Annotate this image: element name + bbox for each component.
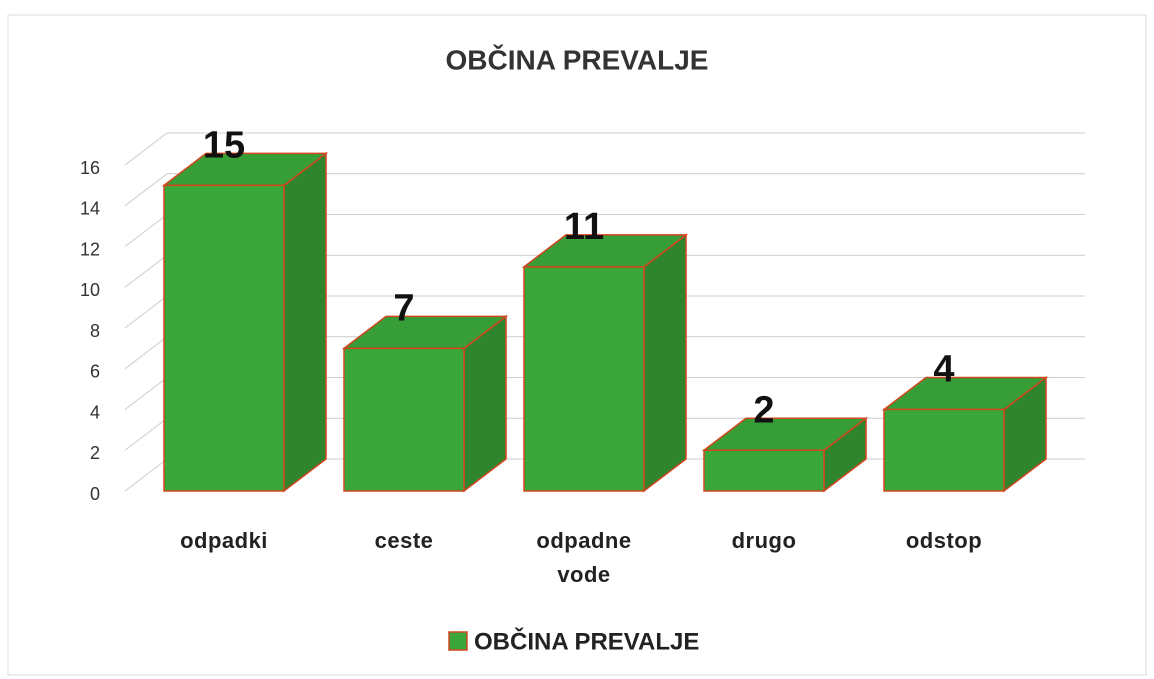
bar [883, 408, 1005, 492]
data-label: 7 [393, 287, 414, 329]
y-tick-label: 6 [90, 362, 100, 382]
x-tick-label: drugo [731, 528, 797, 553]
x-tick-label: odpadki [180, 528, 268, 553]
bar [703, 449, 825, 492]
x-tick-label: ceste [374, 528, 434, 553]
y-tick-label: 12 [80, 239, 100, 259]
data-label: 15 [203, 124, 245, 166]
legend-label: OBČINA PREVALJE [474, 627, 699, 655]
grid-line [124, 336, 168, 370]
grid-line [124, 295, 168, 329]
grid-line [124, 214, 168, 247]
frame [7, 14, 1147, 676]
grid-line [124, 377, 168, 410]
grid-line [124, 458, 168, 492]
x-tick-label: odstop [905, 528, 983, 553]
y-tick-label: 10 [80, 280, 100, 300]
bar [523, 266, 645, 492]
bar [343, 347, 465, 492]
grid-line [124, 132, 168, 166]
grid-line [124, 254, 168, 288]
grid-line [124, 417, 168, 451]
x-tick-label: odpadne vode [536, 528, 632, 587]
y-tick-label: 0 [90, 484, 100, 504]
bar-side [643, 233, 687, 493]
bar-side [283, 151, 327, 493]
y-tick-label: 8 [90, 321, 100, 341]
y-tick-label: 2 [90, 443, 100, 463]
legend-swatch [448, 631, 468, 651]
data-label: 11 [564, 206, 604, 248]
y-tick-label: 14 [80, 199, 100, 219]
data-label: 4 [933, 349, 954, 391]
grid-line [124, 173, 168, 207]
data-label: 2 [753, 389, 774, 431]
y-tick-label: 4 [90, 402, 100, 422]
bar [163, 184, 285, 492]
y-tick-label: 16 [80, 158, 100, 178]
chart-title: OBČINA PREVALJE [446, 43, 709, 75]
